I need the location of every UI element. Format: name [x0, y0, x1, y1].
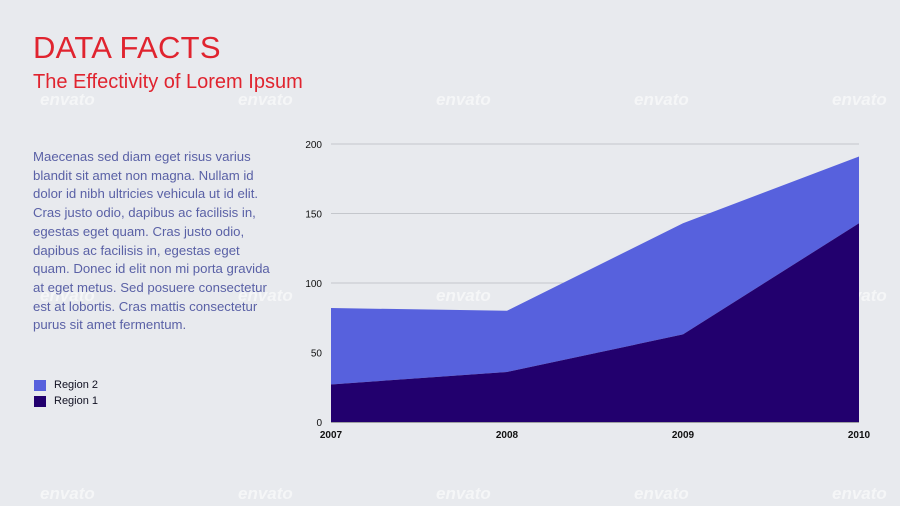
legend-label-region-2: Region 2	[54, 379, 99, 391]
y-tick-label: 0	[316, 418, 322, 429]
y-tick-label: 50	[311, 349, 323, 360]
legend-swatch-region-1	[34, 395, 46, 407]
x-tick-label: 2007	[320, 430, 343, 441]
legend-item-region-2: Region 2	[34, 377, 98, 393]
body-paragraph: Maecenas sed diam eget risus varius blan…	[33, 149, 270, 333]
x-tick-label: 2009	[672, 430, 695, 441]
x-tick-label: 2008	[496, 430, 519, 441]
y-tick-label: 200	[305, 140, 322, 151]
y-tick-label: 100	[305, 279, 322, 290]
page-subtitle: The Effectivity of Lorem Ipsum	[33, 71, 303, 93]
area-region-1	[331, 223, 859, 422]
page-title: DATA FACTS	[33, 30, 221, 65]
area-region-2	[331, 156, 859, 385]
chart-legend: Region 2 Region 1	[34, 377, 98, 409]
legend-label-region-1: Region 1	[54, 395, 99, 407]
x-tick-label: 2010	[848, 430, 871, 441]
y-tick-label: 150	[305, 210, 322, 221]
legend-item-region-1: Region 1	[34, 393, 98, 409]
legend-swatch-region-2	[34, 379, 46, 391]
